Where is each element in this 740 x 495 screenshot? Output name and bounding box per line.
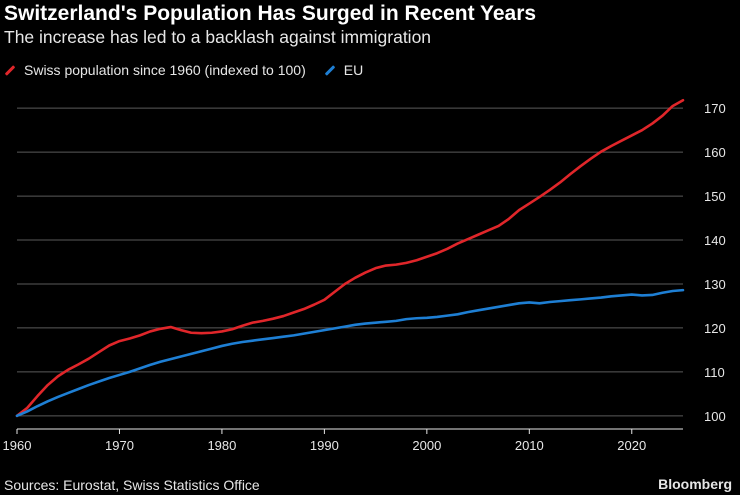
x-tick-label-1970: 1970 [105,438,134,453]
chart-title: Switzerland's Population Has Surged in R… [4,2,537,25]
x-tick-label-1960: 1960 [3,438,32,453]
x-tick-label-2020: 2020 [617,438,646,453]
x-tick-label-2010: 2010 [515,438,544,453]
series-line-eu [15,288,685,418]
source-note: Sources: Eurostat, Swiss Statistics Offi… [4,477,260,493]
y-tick-label-160: 160 [704,145,726,160]
y-tick-label-130: 130 [704,277,726,292]
chart-subtitle: The increase has led to a backlash again… [4,27,432,47]
legend-item-swiss: Swiss population since 1960 (indexed to … [4,62,306,78]
y-tick-label-100: 100 [704,409,726,424]
y-tick-label-140: 140 [704,233,726,248]
y-tick-label-110: 110 [704,365,725,380]
y-tick-label-120: 120 [704,321,726,336]
legend-item-eu: EU [324,62,363,78]
series-line-swiss [15,98,685,418]
x-tick-label-1990: 1990 [310,438,339,453]
legend-label-swiss: Swiss population since 1960 (indexed to … [24,62,306,78]
brand-logo: Bloomberg [658,476,732,492]
legend-label-eu: EU [343,62,364,78]
x-tick-label-2000: 2000 [412,438,441,453]
y-tick-label-150: 150 [704,189,726,204]
x-tick-label-1980: 1980 [207,438,236,453]
y-tick-label-170: 170 [704,101,726,116]
legend: Swiss population since 1960 (indexed to … [4,60,381,80]
